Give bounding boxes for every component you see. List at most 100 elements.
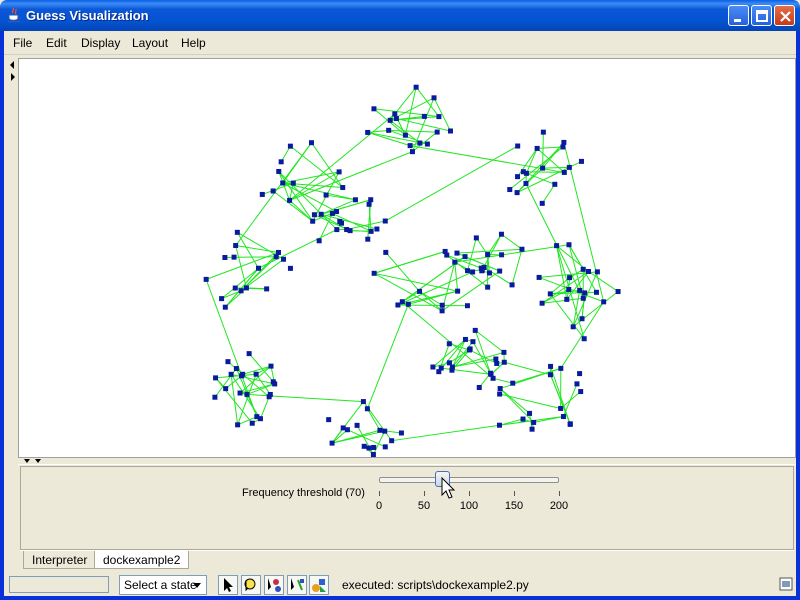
state-select[interactable]: Select a state — [119, 575, 207, 595]
graph-edge — [541, 184, 556, 204]
graph-edge — [237, 416, 258, 426]
title-bar[interactable]: Guess Visualization — [0, 0, 800, 31]
graph-edge — [246, 383, 275, 395]
console-icon[interactable] — [779, 577, 793, 591]
graph-edge — [318, 213, 333, 242]
split-pane-divider[interactable] — [18, 458, 796, 465]
graph-node — [389, 438, 395, 444]
minimize-button[interactable] — [728, 5, 749, 26]
menu-edit[interactable]: Edit — [46, 36, 67, 50]
graph-node — [409, 149, 415, 155]
graph-edge — [221, 290, 242, 300]
graph-node — [497, 391, 503, 397]
graph-node — [485, 252, 491, 258]
graph-node — [382, 428, 388, 434]
graph-edge — [394, 86, 417, 115]
graph-edges — [205, 86, 619, 455]
edge-tool-button[interactable] — [287, 575, 307, 595]
graph-edge — [474, 330, 491, 374]
menu-layout[interactable]: Layout — [132, 36, 169, 50]
graph-node — [382, 444, 388, 450]
tab-interpreter[interactable]: Interpreter — [23, 551, 97, 569]
graph-node — [334, 209, 340, 215]
graph-node — [431, 95, 437, 101]
graph-edge — [282, 182, 356, 201]
window-frame-bottom — [0, 596, 800, 600]
graph-edge — [374, 250, 446, 274]
graph-canvas[interactable] — [18, 58, 796, 458]
graph-edge — [481, 233, 502, 272]
graph-edge — [346, 220, 386, 231]
slider-track[interactable] — [379, 477, 559, 483]
graph-node — [510, 380, 516, 386]
graph-node — [336, 169, 342, 175]
graph-edge — [441, 262, 456, 311]
menu-display[interactable]: Display — [81, 36, 121, 50]
graph-node — [308, 140, 314, 146]
graph-node — [386, 127, 392, 133]
graph-node — [329, 210, 335, 216]
graph-edge — [509, 146, 564, 190]
window-title: Guess Visualization — [26, 8, 149, 23]
graph-edge — [289, 151, 413, 201]
graph-node — [574, 381, 580, 387]
graph-node — [424, 141, 430, 147]
menu-file[interactable]: File — [13, 36, 33, 50]
graph-edge — [404, 87, 417, 136]
graph-node — [501, 359, 507, 365]
graph-edge — [549, 277, 570, 295]
graph-node — [442, 248, 448, 254]
split-pane-handle-left[interactable] — [8, 58, 17, 458]
graph-node — [365, 236, 371, 242]
maximize-button[interactable] — [751, 5, 772, 26]
menu-bar: File Edit Display Layout Help — [4, 31, 796, 55]
graph-node — [594, 269, 600, 275]
graph-node — [434, 129, 440, 135]
graph-edge — [499, 393, 561, 409]
graph-edge — [367, 131, 411, 147]
graph-node — [479, 267, 485, 273]
graph-node — [439, 302, 445, 308]
graph-node — [276, 168, 282, 174]
menu-help[interactable]: Help — [181, 36, 206, 50]
zoom-icon — [244, 578, 256, 592]
graph-node — [515, 143, 521, 149]
graph-node — [417, 140, 423, 146]
slider-tick-label: 150 — [504, 500, 524, 512]
graph-node — [318, 211, 324, 217]
graph-node — [481, 264, 487, 270]
shapes-tool-button[interactable] — [309, 575, 329, 595]
graph-edge — [320, 199, 356, 215]
graph-edge — [391, 424, 500, 442]
graph-node — [499, 252, 505, 258]
graph-edge — [388, 129, 438, 133]
tab-dockexample2[interactable]: dockexample2 — [94, 551, 190, 569]
graph-node — [514, 190, 520, 196]
graph-edge — [499, 388, 535, 423]
graph-edge — [542, 166, 570, 169]
graph-node — [452, 259, 458, 265]
graph-edge — [280, 145, 291, 163]
select-tool-button[interactable] — [218, 575, 238, 595]
dock-panel: Frequency threshold (70) 0 50 100 150 20… — [20, 466, 794, 550]
zoom-tool-button[interactable] — [241, 575, 261, 595]
graph-edge — [331, 429, 348, 444]
graph-edge — [537, 146, 564, 149]
tab-bar: Interpreter dockexample2 — [20, 550, 794, 570]
network-graph[interactable] — [19, 59, 795, 458]
graph-edge — [415, 86, 440, 117]
graph-node — [399, 299, 405, 305]
graph-edge — [560, 301, 605, 369]
close-button[interactable] — [774, 5, 795, 26]
graph-edge — [550, 291, 597, 295]
graph-edge — [469, 349, 497, 364]
graph-edge — [483, 267, 513, 286]
graph-edge — [311, 142, 344, 188]
graph-node — [496, 422, 502, 428]
graph-edge — [566, 271, 589, 300]
graph-edge — [419, 291, 443, 312]
graph-node — [486, 270, 492, 276]
node-tool-button[interactable] — [264, 575, 284, 595]
graph-node — [278, 159, 284, 165]
slider-tick — [469, 491, 470, 496]
